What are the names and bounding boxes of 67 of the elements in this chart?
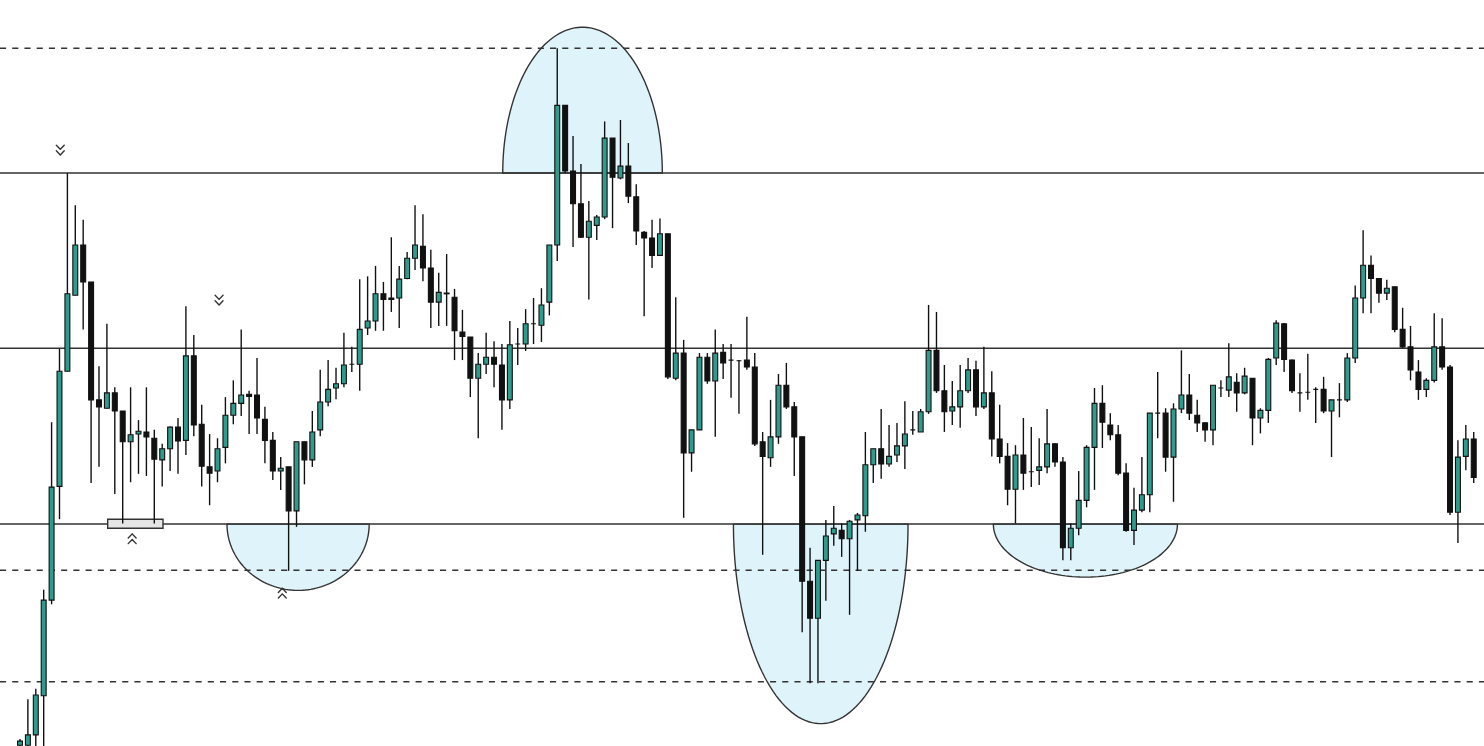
candlestick [435, 272, 442, 327]
candlestick [111, 386, 118, 495]
candlestick [151, 429, 158, 525]
candlestick [238, 328, 245, 417]
candlestick [656, 217, 663, 257]
candlestick [396, 265, 403, 329]
candlestick [1296, 372, 1303, 413]
candlestick [412, 204, 419, 271]
candlestick [419, 213, 426, 282]
candlestick [1202, 421, 1209, 443]
candlestick [514, 327, 521, 366]
candlestick [1051, 442, 1058, 468]
candlestick [1462, 424, 1469, 472]
candlestick [720, 343, 727, 380]
candlestick [246, 390, 253, 435]
candlestick [1225, 342, 1232, 398]
candlestick [886, 424, 893, 468]
candlestick [965, 357, 972, 394]
candlestick [901, 400, 908, 470]
candlestick [1036, 437, 1043, 486]
candlestick [1107, 412, 1114, 442]
candlestick [641, 230, 648, 317]
candlestick [870, 448, 877, 484]
candlestick [522, 308, 529, 352]
candlestick [593, 214, 600, 241]
candlestick [1336, 382, 1343, 419]
candlestick [949, 380, 956, 426]
candlestick [1154, 371, 1161, 439]
candlestick [538, 287, 545, 343]
candlestick [261, 406, 268, 465]
candlestick [277, 456, 284, 491]
candlestick [404, 251, 411, 280]
candlestick [878, 408, 885, 480]
candlestick [174, 417, 182, 475]
candlestick [483, 332, 490, 375]
candlestick [1067, 522, 1074, 562]
candlestick [1368, 254, 1375, 315]
candlestick [1044, 408, 1051, 474]
candlestick [254, 357, 261, 435]
candlestick [333, 367, 340, 400]
candlestick [649, 219, 656, 269]
candlestick [728, 343, 735, 399]
candlestick [1130, 487, 1138, 546]
candlestick [1383, 279, 1390, 301]
candlestick [167, 425, 174, 472]
candlestick [1138, 456, 1145, 513]
candlestick [340, 332, 347, 389]
candlestick [1375, 277, 1382, 304]
candlestick [893, 422, 900, 463]
candlestick [909, 410, 916, 436]
candlestick [1194, 399, 1201, 433]
candlestick [159, 443, 166, 488]
candlestick [475, 352, 482, 439]
candlestick [443, 253, 450, 327]
candlestick [1217, 379, 1224, 398]
candlestick [491, 340, 498, 389]
candlestick [103, 323, 110, 409]
candlestick [957, 364, 964, 429]
candlestick [743, 316, 750, 371]
candlestick [830, 505, 837, 547]
candlestick [325, 359, 332, 407]
candlestick [95, 365, 103, 468]
candlestick [980, 346, 987, 410]
candlestick [24, 698, 31, 746]
candlestick [1439, 317, 1446, 371]
candlestick [1233, 372, 1240, 413]
candlestick [585, 200, 592, 301]
